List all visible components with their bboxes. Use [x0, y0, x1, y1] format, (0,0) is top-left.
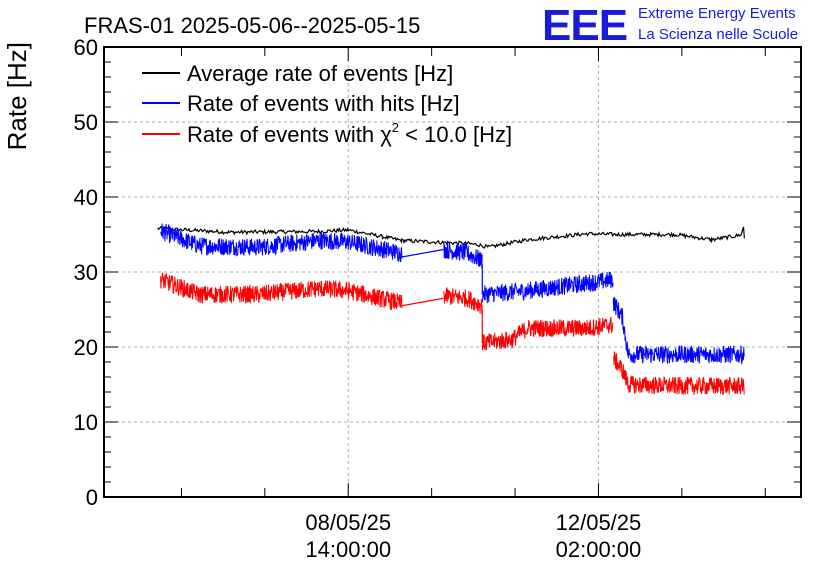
chart-title: FRAS-01 2025-05-06--2025-05-15 — [84, 13, 420, 38]
y-tick-label: 50 — [74, 110, 98, 135]
eee-logo: EEE Extreme Energy Events La Scienza nel… — [542, 1, 798, 50]
series-2 — [160, 272, 745, 395]
series-line-average — [157, 225, 746, 249]
series-segment — [612, 296, 745, 366]
series-segment — [160, 272, 403, 310]
x-tick-label-time: 14:00:00 — [305, 537, 391, 562]
y-tick-label: 10 — [74, 410, 98, 435]
series-segment — [443, 287, 483, 314]
series-segment — [481, 316, 614, 351]
y-tick-label: 40 — [74, 185, 98, 210]
series-bridge — [401, 297, 444, 307]
y-tick-label: 20 — [74, 335, 98, 360]
legend: Average rate of events [Hz] Rate of even… — [142, 61, 512, 147]
x-tick-label-date: 08/05/25 — [305, 510, 391, 535]
y-axis-label: Rate [Hz] — [2, 42, 32, 150]
series-group — [157, 223, 746, 395]
eee-logo-text: EEE — [542, 1, 627, 50]
eee-logo-line2: La Scienza nelle Scuole — [638, 26, 798, 43]
series-1 — [160, 223, 745, 366]
series-segment — [160, 223, 403, 263]
y-tick-label: 0 — [86, 485, 98, 510]
series-bridge — [401, 248, 444, 258]
series-segment — [443, 242, 483, 269]
legend-label-chi2: Rate of events with χ2 < 10.0 [Hz] — [187, 120, 512, 147]
x-tick-label-time: 02:00:00 — [556, 537, 642, 562]
y-tick-label: 60 — [74, 35, 98, 60]
y-tick-labels: 0 10 20 30 40 50 60 — [74, 35, 98, 510]
legend-label-hits: Rate of events with hits [Hz] — [187, 91, 460, 116]
series-segment — [613, 351, 745, 395]
y-tick-label: 30 — [74, 260, 98, 285]
x-tick-label-date: 12/05/25 — [556, 510, 642, 535]
grid — [104, 47, 801, 497]
axis-ticks — [104, 46, 801, 498]
series-segment — [481, 271, 614, 304]
eee-logo-line1: Extreme Energy Events — [638, 5, 796, 22]
legend-label-average: Average rate of events [Hz] — [187, 61, 453, 86]
series-0 — [157, 225, 746, 249]
